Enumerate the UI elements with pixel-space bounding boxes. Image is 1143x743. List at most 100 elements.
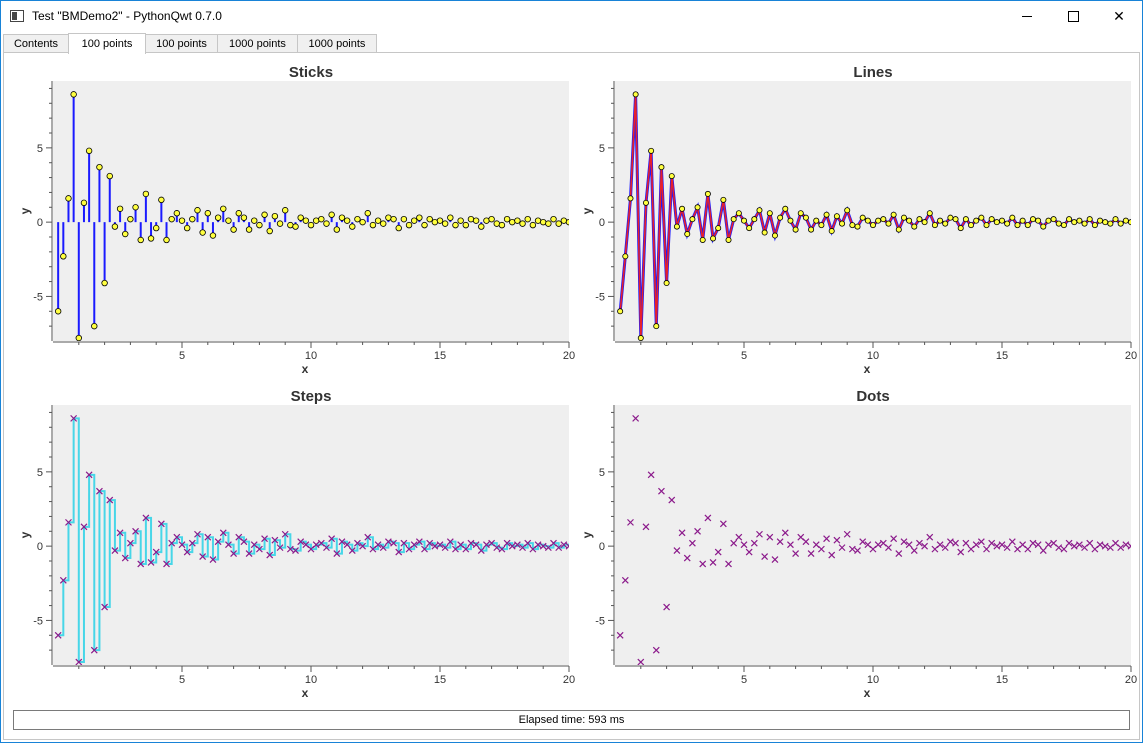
data-point (647, 471, 655, 479)
data-point (735, 533, 743, 541)
data-point (998, 541, 1006, 549)
data-point (617, 308, 624, 315)
data-point (1040, 223, 1047, 230)
x-tick-label: 15 (996, 674, 1008, 686)
data-point (111, 547, 119, 555)
data-point (534, 217, 542, 224)
tab-100-points-b[interactable]: 100 points (145, 34, 218, 52)
data-point (245, 226, 253, 233)
data-point (766, 210, 773, 217)
data-point (1096, 541, 1104, 549)
minimize-button[interactable] (1004, 1, 1050, 32)
y-axis-label: y (18, 207, 32, 214)
plot-canvas[interactable] (53, 81, 569, 341)
data-point (80, 199, 88, 207)
data-point (560, 541, 568, 549)
data-point (900, 538, 908, 546)
data-point (472, 541, 480, 549)
data-point (828, 228, 835, 235)
data-point (787, 541, 794, 549)
y-tick-label: 5 (599, 467, 605, 479)
data-point (235, 210, 242, 217)
data-point (627, 195, 634, 202)
close-button[interactable]: ✕ (1096, 1, 1142, 32)
data-point (483, 541, 490, 549)
data-point (116, 205, 124, 212)
data-point (652, 646, 660, 654)
data-point (111, 223, 119, 230)
data-point (426, 539, 434, 547)
data-point (199, 553, 207, 560)
data-point (936, 541, 944, 549)
plot-steps[interactable]: Steps 5 10 15 20 -5 0 5 x y (11, 383, 576, 707)
chart-title: Sticks (289, 64, 333, 81)
plot-canvas[interactable] (53, 405, 569, 665)
app-icon (10, 10, 24, 22)
x-axis-label: x (864, 686, 871, 700)
maximize-button[interactable] (1050, 1, 1096, 32)
tab-1000-points-a[interactable]: 1000 points (217, 34, 298, 52)
data-point (380, 220, 387, 227)
data-point (817, 545, 825, 553)
data-point (286, 545, 294, 553)
data-point (926, 210, 933, 217)
data-point (292, 223, 299, 230)
data-point (663, 280, 670, 287)
data-point (400, 215, 408, 223)
plot-canvas[interactable] (615, 405, 1131, 665)
data-point (642, 523, 650, 531)
plot-dots[interactable]: Dots 5 10 15 20 -5 0 5 x y (573, 383, 1138, 707)
data-point (968, 222, 975, 229)
data-point (740, 217, 747, 224)
data-point (1122, 217, 1129, 224)
data-point (900, 214, 907, 221)
plot-canvas[interactable] (615, 81, 1131, 341)
data-point (565, 218, 569, 226)
title-bar[interactable]: Test "BMDemo2" - PythonQwt 0.7.0 ✕ (1, 1, 1142, 32)
data-point (359, 218, 366, 226)
data-point (565, 542, 569, 550)
data-point (710, 235, 717, 242)
data-point (328, 535, 336, 543)
data-point (673, 223, 680, 230)
data-point (219, 529, 227, 537)
data-point (622, 253, 629, 260)
plot-lines[interactable]: Lines 5 10 15 20 -5 0 5 x y (573, 59, 1138, 383)
data-point (1066, 216, 1073, 223)
data-point (848, 545, 856, 553)
data-point (864, 217, 871, 224)
tab-100-points-a[interactable]: 100 points (68, 33, 146, 54)
data-point (833, 213, 840, 220)
tab-contents[interactable]: Contents (3, 34, 69, 52)
y-tick-label: -5 (595, 615, 605, 627)
tab-1000-points-b[interactable]: 1000 points (297, 34, 377, 52)
data-point (137, 560, 145, 568)
data-point (663, 603, 671, 611)
y-tick-label: 0 (599, 541, 605, 553)
data-point (885, 544, 892, 552)
data-point (1075, 541, 1083, 549)
data-point (555, 544, 563, 552)
data-point (839, 220, 846, 227)
data-point (740, 541, 748, 549)
data-point (343, 541, 351, 549)
data-point (715, 225, 722, 232)
data-point (302, 217, 310, 224)
data-point (503, 215, 511, 223)
chart-title: Steps (291, 388, 332, 405)
data-point (142, 190, 150, 198)
data-point (225, 217, 232, 224)
data-point (194, 530, 201, 538)
data-point (152, 224, 160, 232)
data-point (550, 215, 557, 223)
data-point (214, 214, 222, 221)
plot-sticks[interactable]: Sticks 5 10 15 20 -5 0 5 x y (11, 59, 576, 383)
data-point (730, 216, 737, 223)
data-point (844, 207, 851, 214)
data-point (1091, 222, 1098, 229)
data-point (808, 226, 815, 233)
data-point (106, 172, 113, 180)
data-point (251, 217, 258, 224)
data-point (709, 559, 717, 566)
data-point (849, 222, 856, 229)
